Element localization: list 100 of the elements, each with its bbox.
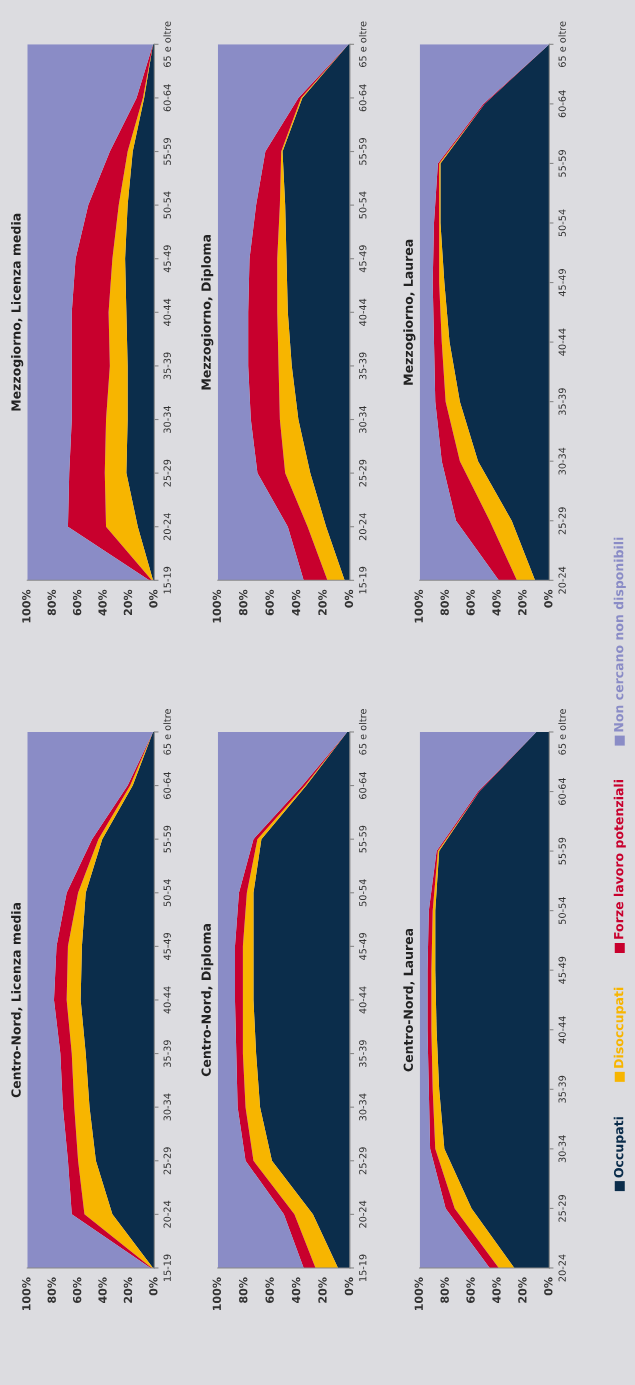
text: Centro-Nord, Licenza media xyxy=(11,902,23,1098)
y-tick-label: 40-44 xyxy=(558,328,566,356)
text: Mezzogiorno, Licenza media xyxy=(11,213,24,411)
y-tick-label: 65 e oltre xyxy=(558,709,566,755)
y-tick-label: 30-34 xyxy=(558,447,566,475)
text: Non cercano non disponibili xyxy=(613,537,626,732)
x-tick-label: 80% xyxy=(239,1277,248,1303)
text: Mezzogiorno, Laurea xyxy=(403,239,416,385)
x-tick-label: 60% xyxy=(466,1277,475,1303)
y-tick-label: 25-29 xyxy=(163,1147,171,1175)
y-tick-label: 65 e oltre xyxy=(163,709,171,755)
y-tick-label: 30-34 xyxy=(558,1135,566,1163)
y-tick-label: 25-29 xyxy=(163,459,171,487)
x-tick-label: 100% xyxy=(212,1277,222,1311)
x-tick-label: 80% xyxy=(47,1277,56,1303)
y-tick-label: 25-29 xyxy=(558,507,566,535)
x-tick-label: 60% xyxy=(72,589,82,616)
y-tick-label: 60-64 xyxy=(163,84,171,112)
y-tick-label: 60-64 xyxy=(558,90,566,118)
y-tick-label: 15-19 xyxy=(163,566,171,594)
x-tick-label: 20% xyxy=(318,1277,327,1303)
y-tick-label: 40-44 xyxy=(359,298,367,326)
y-tick-label: 35-39 xyxy=(359,1040,367,1067)
x-tick-label: 40% xyxy=(291,589,301,616)
y-tick-label: 15-19 xyxy=(359,566,367,594)
y-tick-label: 55-59 xyxy=(558,837,566,865)
x-tick-label: 0% xyxy=(149,1277,158,1296)
x-tick-label: 80% xyxy=(239,589,248,616)
y-tick-label: 45-49 xyxy=(558,269,566,297)
y-tick-label: 20-24 xyxy=(359,1200,367,1228)
y-tick-label: 50-54 xyxy=(558,897,566,925)
x-tick-label: 100% xyxy=(22,1277,31,1311)
y-tick-label: 40-44 xyxy=(163,298,171,326)
x-tick-label: 40% xyxy=(492,1277,501,1304)
y-tick-label: 25-29 xyxy=(359,1147,367,1175)
text: Centro-Nord, Laurea xyxy=(403,928,415,1072)
y-tick-label: 60-64 xyxy=(359,84,367,112)
y-tick-label: 35-39 xyxy=(558,1075,566,1103)
y-tick-label: 50-54 xyxy=(558,209,566,237)
y-tick-label: 40-44 xyxy=(163,986,171,1014)
y-tick-label: 30-34 xyxy=(359,405,367,433)
y-tick-label: 60-64 xyxy=(558,777,566,805)
y-tick-label: 30-34 xyxy=(163,405,171,433)
y-tick-label: 45-49 xyxy=(359,932,367,961)
y-tick-label: 55-59 xyxy=(558,149,566,177)
x-tick-label: 60% xyxy=(265,589,274,616)
x-tick-label: 100% xyxy=(22,589,31,623)
y-tick-label: 60-64 xyxy=(359,771,367,800)
y-tick-label: 50-54 xyxy=(163,879,171,907)
y-tick-label: 45-49 xyxy=(163,932,171,961)
x-tick-label: 60% xyxy=(265,1277,274,1303)
y-tick-label: 35-39 xyxy=(163,352,171,380)
x-tick-label: 20% xyxy=(318,589,327,616)
y-tick-label: 65 e oltre xyxy=(358,21,367,68)
x-tick-label: 40% xyxy=(492,589,501,616)
y-tick-label: 25-29 xyxy=(558,1194,566,1222)
x-tick-label: 80% xyxy=(440,1277,449,1303)
y-tick-label: 20-24 xyxy=(558,1254,566,1282)
x-tick-label: 60% xyxy=(72,1277,82,1303)
x-tick-label: 100% xyxy=(212,589,222,623)
y-tick-label: 20-24 xyxy=(359,513,367,541)
y-tick-label: 45-49 xyxy=(163,245,171,273)
y-tick-label: 20-24 xyxy=(163,1200,171,1228)
y-tick-label: 35-39 xyxy=(163,1040,171,1067)
y-tick-label: 20-24 xyxy=(163,513,171,541)
x-tick-label: 80% xyxy=(47,589,56,616)
y-tick-label: 65 e oltre xyxy=(163,21,171,68)
x-tick-label: 100% xyxy=(414,589,423,623)
y-tick-label: 50-54 xyxy=(359,879,367,907)
x-tick-label: 0% xyxy=(344,589,354,608)
y-tick-label: 55-59 xyxy=(163,138,171,165)
y-tick-label: 35-39 xyxy=(558,388,566,416)
text: Centro-Nord, Diploma xyxy=(201,924,214,1077)
x-tick-label: 0% xyxy=(544,589,553,608)
text: Occupati xyxy=(613,1117,626,1178)
x-tick-label: 20% xyxy=(123,589,133,616)
y-tick-label: 60-64 xyxy=(163,771,171,800)
y-tick-label: 55-59 xyxy=(359,825,367,853)
x-tick-label: 0% xyxy=(149,589,158,608)
x-tick-label: 40% xyxy=(98,1277,107,1304)
y-tick-label: 50-54 xyxy=(359,191,367,219)
y-tick-label: 30-34 xyxy=(163,1093,171,1121)
y-tick-label: 15-19 xyxy=(163,1254,171,1282)
x-tick-label: 80% xyxy=(440,589,449,616)
x-tick-label: 20% xyxy=(518,1277,527,1303)
text: Mezzogiorno, Diploma xyxy=(201,235,214,390)
y-tick-label: 20-24 xyxy=(558,566,566,594)
y-tick-label: 50-54 xyxy=(163,191,171,219)
y-tick-label: 35-39 xyxy=(359,352,367,380)
y-tick-label: 45-49 xyxy=(359,245,367,273)
text: Disoccupati xyxy=(613,987,626,1068)
y-tick-label: 40-44 xyxy=(359,986,367,1014)
y-tick-label: 25-29 xyxy=(359,459,367,487)
y-tick-label: 55-59 xyxy=(359,138,367,165)
x-tick-label: 0% xyxy=(544,1277,553,1296)
x-tick-label: 40% xyxy=(291,1277,301,1304)
x-tick-label: 0% xyxy=(344,1277,354,1296)
text: Forze lavoro potenziali xyxy=(613,780,626,939)
x-tick-label: 40% xyxy=(98,589,107,616)
x-tick-label: 100% xyxy=(414,1277,423,1311)
